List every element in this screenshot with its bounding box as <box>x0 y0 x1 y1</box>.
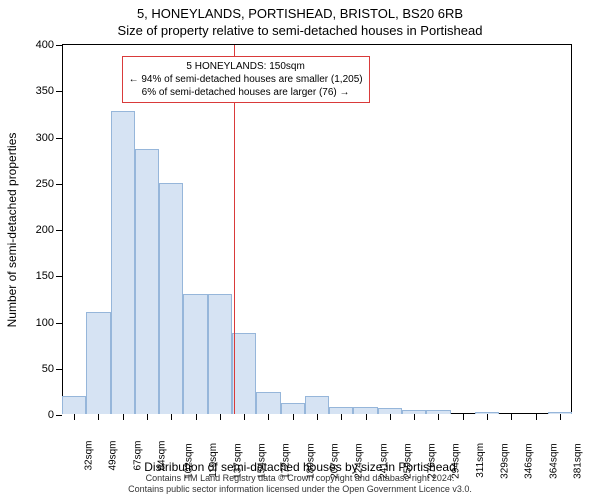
histogram-bar <box>159 183 183 414</box>
x-tick <box>487 414 488 420</box>
x-tick <box>414 414 415 420</box>
y-axis-title: Number of semi-detached properties <box>5 133 19 328</box>
x-tick <box>341 414 342 420</box>
y-tick <box>56 369 62 370</box>
histogram-bar <box>62 396 86 415</box>
footer-line-2: Contains public sector information licen… <box>0 484 600 496</box>
x-tick <box>98 414 99 420</box>
x-tick <box>268 414 269 420</box>
y-tick-label: 150 <box>36 270 54 282</box>
x-tick <box>438 414 439 420</box>
x-tick-label: 49sqm <box>108 441 119 471</box>
x-tick <box>293 414 294 420</box>
y-tick <box>56 45 62 46</box>
x-tick <box>244 414 245 420</box>
y-tick-label: 0 <box>48 409 54 421</box>
x-tick <box>74 414 75 420</box>
annotation-box: 5 HONEYLANDS: 150sqm← 94% of semi-detach… <box>122 56 370 103</box>
plot-region: 05010015020025030035040032sqm49sqm67sqm8… <box>62 45 571 414</box>
title-block: 5, HONEYLANDS, PORTISHEAD, BRISTOL, BS20… <box>0 0 600 38</box>
x-tick <box>463 414 464 420</box>
histogram-bar <box>256 392 280 414</box>
histogram-bar <box>353 407 377 414</box>
y-tick-label: 400 <box>36 39 54 51</box>
y-tick <box>56 230 62 231</box>
histogram-bar <box>111 111 135 414</box>
y-tick-label: 250 <box>36 178 54 190</box>
x-tick <box>147 414 148 420</box>
x-tick <box>536 414 537 420</box>
x-tick <box>220 414 221 420</box>
annotation-line: ← 94% of semi-detached houses are smalle… <box>129 73 363 86</box>
histogram-bar <box>305 396 329 415</box>
annotation-line: 5 HONEYLANDS: 150sqm <box>129 60 363 73</box>
annotation-line: 6% of semi-detached houses are larger (7… <box>129 86 363 99</box>
y-tick <box>56 415 62 416</box>
histogram-bar <box>208 294 232 414</box>
title-main: 5, HONEYLANDS, PORTISHEAD, BRISTOL, BS20… <box>0 6 600 21</box>
histogram-bar <box>232 333 256 414</box>
x-tick <box>366 414 367 420</box>
y-tick-label: 200 <box>36 224 54 236</box>
footer-attribution: Contains HM Land Registry data © Crown c… <box>0 473 600 496</box>
x-tick-label: 32sqm <box>84 441 95 471</box>
x-tick <box>123 414 124 420</box>
y-tick-label: 350 <box>36 85 54 97</box>
y-tick-label: 100 <box>36 317 54 329</box>
y-tick-label: 50 <box>42 363 54 375</box>
histogram-bar <box>135 149 159 414</box>
x-tick-label: 67sqm <box>132 441 143 471</box>
histogram-bar <box>86 312 110 414</box>
x-tick <box>560 414 561 420</box>
y-axis-line <box>62 45 63 414</box>
y-tick <box>56 138 62 139</box>
x-tick <box>171 414 172 420</box>
y-tick <box>56 323 62 324</box>
y-tick <box>56 91 62 92</box>
y-tick-label: 300 <box>36 132 54 144</box>
x-tick <box>390 414 391 420</box>
footer-line-1: Contains HM Land Registry data © Crown c… <box>0 473 600 485</box>
x-tick <box>196 414 197 420</box>
title-sub: Size of property relative to semi-detach… <box>0 23 600 38</box>
histogram-bar <box>183 294 207 414</box>
histogram-bar <box>281 403 305 414</box>
chart-area: 05010015020025030035040032sqm49sqm67sqm8… <box>62 44 572 414</box>
y-tick <box>56 184 62 185</box>
y-tick <box>56 276 62 277</box>
x-tick <box>511 414 512 420</box>
x-tick <box>317 414 318 420</box>
histogram-bar <box>329 407 353 414</box>
